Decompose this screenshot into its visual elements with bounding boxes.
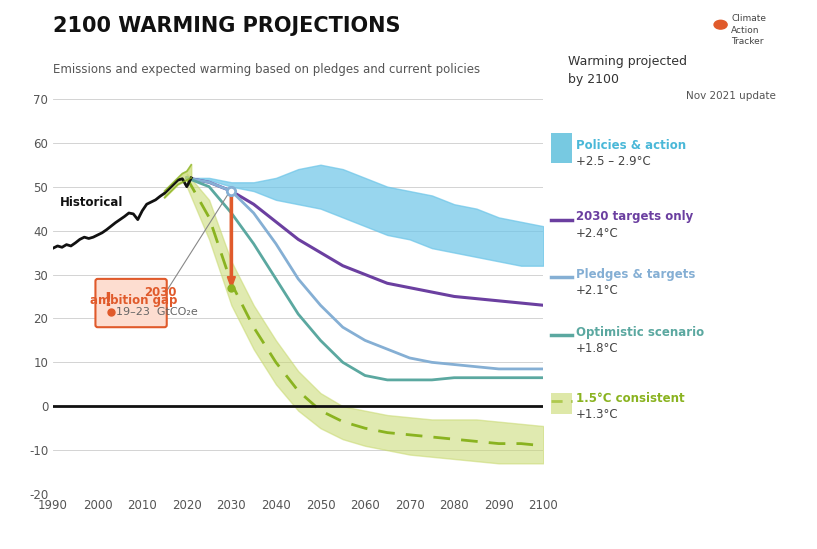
Text: 2030 targets only: 2030 targets only [576,210,694,223]
Text: 2030: 2030 [144,285,176,299]
FancyBboxPatch shape [96,279,167,327]
Text: Warming projected
by 2100: Warming projected by 2100 [568,55,687,86]
Text: 2100 WARMING PROJECTIONS: 2100 WARMING PROJECTIONS [53,16,400,36]
FancyArrow shape [227,191,235,288]
Text: +2.4°C: +2.4°C [576,227,618,240]
Text: +1.3°C: +1.3°C [576,408,618,421]
Text: +1.8°C: +1.8°C [576,342,618,355]
Text: !: ! [103,292,112,310]
Text: Pledges & targets: Pledges & targets [576,268,695,281]
Text: +2.5 – 2.9°C: +2.5 – 2.9°C [576,155,650,169]
Text: 1.5°C consistent: 1.5°C consistent [576,391,685,405]
Text: Historical: Historical [60,197,123,209]
Text: Climate
Action
Tracker: Climate Action Tracker [731,14,766,46]
Text: +2.1°C: +2.1°C [576,284,618,298]
Text: 19–23  GtCO₂e: 19–23 GtCO₂e [116,307,199,317]
Text: Emissions and expected warming based on pledges and current policies: Emissions and expected warming based on … [53,63,480,76]
Text: Optimistic scenario: Optimistic scenario [576,326,704,339]
Text: Policies & action: Policies & action [576,139,686,152]
Text: Nov 2021 update: Nov 2021 update [686,91,776,100]
Text: ambition gap: ambition gap [90,294,177,307]
